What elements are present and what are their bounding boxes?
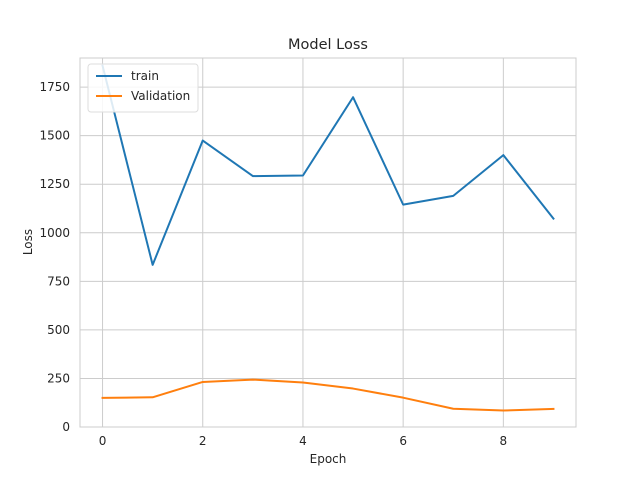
x-tick-label: 4 bbox=[299, 434, 307, 448]
x-tick-label: 0 bbox=[99, 434, 107, 448]
series-lines bbox=[101, 64, 555, 412]
y-tick-label: 0 bbox=[62, 420, 70, 434]
x-tick-label: 6 bbox=[399, 434, 407, 448]
series-line-train bbox=[101, 64, 555, 266]
plot-area-frame bbox=[79, 57, 577, 428]
legend-label-train: train bbox=[131, 69, 159, 83]
x-tick-label: 2 bbox=[199, 434, 207, 448]
chart-title: Model Loss bbox=[288, 37, 368, 53]
legend: train Validation bbox=[87, 63, 199, 113]
y-tick-label: 1000 bbox=[39, 226, 70, 240]
y-tick-label: 750 bbox=[47, 274, 70, 288]
x-tick-label: 8 bbox=[500, 434, 508, 448]
legend-label-validation: Validation bbox=[131, 89, 190, 103]
y-tick-label: 1250 bbox=[39, 177, 70, 191]
y-tick-label: 500 bbox=[47, 323, 70, 337]
y-tick-label: 250 bbox=[47, 371, 70, 385]
grid bbox=[80, 58, 576, 428]
y-axis-title: Loss bbox=[21, 229, 35, 255]
y-tick-label: 1500 bbox=[39, 129, 70, 143]
series-line-validation bbox=[101, 378, 555, 412]
x-axis-title: Epoch bbox=[310, 452, 347, 466]
y-tick-label: 1750 bbox=[39, 80, 70, 94]
tick-labels: 0 2 4 6 8 0 250 500 750 1000 1250 1500 1750 bbox=[39, 80, 507, 448]
